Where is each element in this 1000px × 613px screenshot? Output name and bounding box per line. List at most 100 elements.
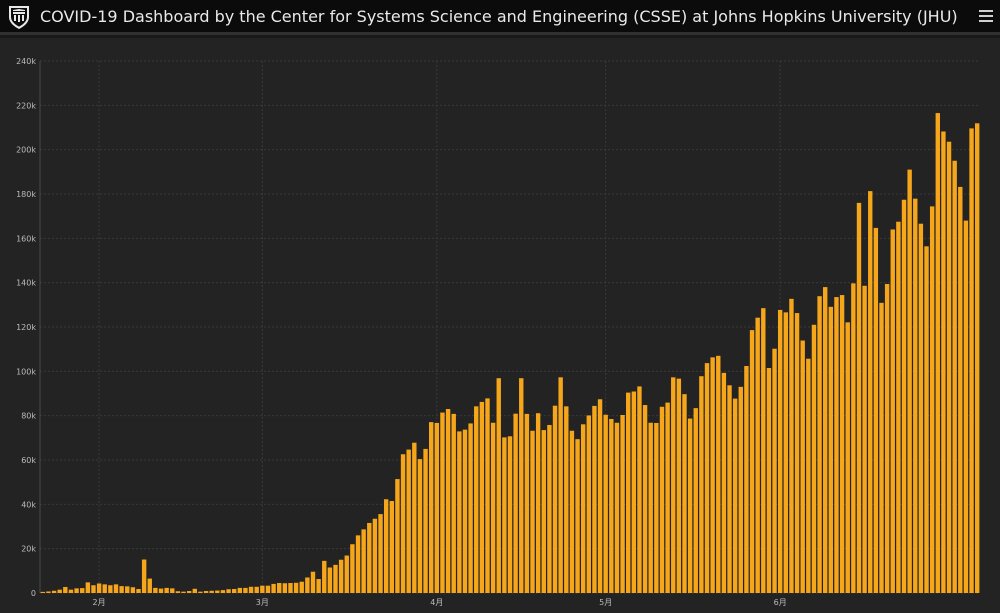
daily-case-bar[interactable] [496, 378, 501, 593]
daily-case-bar[interactable] [412, 442, 417, 593]
daily-case-bar[interactable] [215, 590, 220, 593]
daily-case-bar[interactable] [277, 583, 282, 593]
daily-case-bar[interactable] [237, 587, 243, 593]
daily-case-bar[interactable] [794, 313, 800, 593]
daily-case-bar[interactable] [519, 378, 524, 593]
daily-case-bar[interactable] [125, 586, 130, 593]
daily-case-bar[interactable] [687, 418, 693, 593]
daily-case-bar[interactable] [856, 202, 862, 593]
daily-case-bar[interactable] [811, 324, 817, 593]
daily-case-bar[interactable] [248, 586, 254, 593]
daily-case-bar[interactable] [896, 221, 901, 593]
daily-case-bar[interactable] [395, 479, 400, 593]
daily-case-bar[interactable] [535, 413, 541, 593]
daily-case-bar[interactable] [620, 415, 625, 593]
daily-case-bar[interactable] [530, 430, 535, 593]
daily-case-bar[interactable] [293, 582, 299, 593]
daily-case-bar[interactable] [547, 424, 552, 593]
daily-case-bar[interactable] [671, 377, 676, 593]
daily-case-bar[interactable] [851, 283, 856, 593]
daily-case-bar[interactable] [693, 408, 698, 593]
daily-case-bar[interactable] [153, 587, 158, 593]
daily-case-bar[interactable] [344, 555, 349, 593]
daily-case-bar[interactable] [51, 590, 57, 593]
daily-case-bar[interactable] [119, 586, 124, 593]
daily-case-bar[interactable] [400, 454, 406, 593]
daily-case-bar[interactable] [181, 591, 186, 593]
daily-case-bar[interactable] [327, 567, 333, 593]
daily-case-bar[interactable] [440, 412, 445, 593]
daily-case-bar[interactable] [260, 585, 265, 593]
daily-case-bar[interactable] [85, 582, 91, 593]
daily-case-bar[interactable] [423, 448, 428, 593]
daily-case-bar[interactable] [603, 414, 608, 593]
daily-case-bar[interactable] [766, 368, 772, 593]
daily-case-bar[interactable] [46, 591, 51, 593]
daily-case-bar[interactable] [361, 529, 366, 593]
daily-case-bar[interactable] [186, 591, 192, 593]
daily-case-bar[interactable] [158, 588, 164, 593]
daily-case-bar[interactable] [383, 499, 389, 593]
daily-case-bar[interactable] [406, 449, 411, 593]
daily-case-bar[interactable] [823, 287, 828, 593]
daily-case-bar[interactable] [130, 587, 136, 593]
daily-case-bar[interactable] [935, 113, 940, 593]
daily-case-bar[interactable] [631, 391, 637, 594]
daily-case-bar[interactable] [147, 578, 152, 593]
daily-case-bar[interactable] [665, 402, 670, 593]
daily-case-bar[interactable] [507, 436, 513, 593]
daily-case-bar[interactable] [316, 579, 321, 593]
daily-case-bar[interactable] [564, 406, 569, 593]
daily-case-bar[interactable] [716, 355, 721, 593]
daily-case-bar[interactable] [57, 589, 62, 593]
daily-case-bar[interactable] [732, 398, 738, 593]
daily-case-bar[interactable] [806, 358, 811, 593]
daily-case-bar[interactable] [839, 295, 845, 593]
daily-case-bar[interactable] [755, 317, 760, 593]
daily-case-bar[interactable] [367, 522, 372, 593]
daily-case-bar[interactable] [282, 583, 288, 593]
daily-case-bar[interactable] [417, 459, 423, 593]
daily-case-bar[interactable] [40, 591, 46, 593]
daily-case-bar[interactable] [389, 501, 394, 593]
daily-case-bar[interactable] [558, 377, 563, 593]
daily-case-bar[interactable] [614, 422, 620, 593]
daily-case-bar[interactable] [592, 405, 597, 593]
daily-case-bar[interactable] [552, 405, 558, 593]
daily-case-bar[interactable] [63, 587, 68, 593]
daily-case-bar[interactable] [310, 571, 316, 593]
daily-case-bar[interactable] [637, 386, 642, 593]
daily-case-bar[interactable] [868, 191, 873, 593]
daily-case-bar[interactable] [699, 376, 704, 593]
daily-case-bar[interactable] [884, 284, 890, 593]
daily-case-bar[interactable] [175, 591, 181, 593]
daily-case-bar[interactable] [952, 160, 957, 593]
hamburger-menu-icon[interactable] [979, 9, 993, 23]
daily-case-bar[interactable] [305, 577, 310, 593]
daily-case-bar[interactable] [569, 430, 575, 593]
daily-case-bar[interactable] [91, 585, 96, 593]
daily-case-bar[interactable] [586, 415, 591, 593]
daily-case-bar[interactable] [946, 141, 952, 593]
daily-case-bar[interactable] [879, 302, 884, 593]
daily-case-bar[interactable] [378, 514, 383, 593]
daily-case-bar[interactable] [485, 398, 490, 593]
daily-case-bar[interactable] [490, 422, 496, 593]
daily-case-bar[interactable] [170, 588, 175, 593]
daily-case-bar[interactable] [704, 363, 710, 593]
daily-case-bar[interactable] [96, 583, 102, 593]
daily-case-bar[interactable] [710, 357, 715, 593]
daily-case-bar[interactable] [462, 429, 468, 593]
daily-case-bar[interactable] [502, 437, 507, 593]
daily-case-bar[interactable] [80, 588, 85, 593]
daily-case-bar[interactable] [609, 418, 614, 593]
daily-case-bar[interactable] [969, 128, 974, 593]
daily-case-bar[interactable] [772, 348, 777, 593]
daily-case-bar[interactable] [789, 298, 794, 593]
daily-case-bar[interactable] [929, 206, 935, 593]
daily-case-bar[interactable] [192, 588, 197, 593]
daily-case-bar[interactable] [271, 583, 276, 593]
daily-case-bar[interactable] [873, 227, 879, 593]
daily-case-bar[interactable] [299, 581, 304, 593]
daily-case-bar[interactable] [541, 430, 546, 593]
